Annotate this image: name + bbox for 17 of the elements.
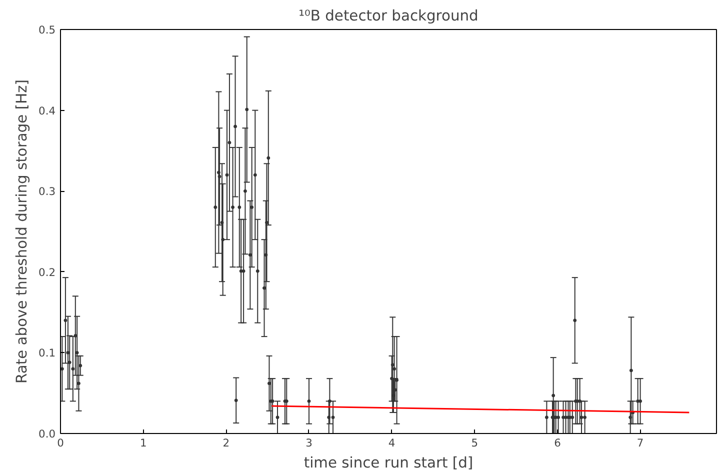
y-axis-title: Rate above threshold during storage [Hz] [14, 80, 31, 384]
chart-title: ¹⁰B detector background [298, 8, 478, 24]
x-tick-label: 4 [388, 436, 396, 450]
y-tick-label: 0.3 [38, 185, 56, 198]
x-tick-label: 1 [140, 436, 147, 450]
x-tick-label: 7 [636, 436, 644, 450]
x-tick-label: 2 [222, 436, 230, 450]
y-tick-label: 0.0 [38, 428, 56, 440]
x-axis-title: time since run start [d] [304, 454, 474, 472]
x-tick-label: 3 [306, 436, 312, 450]
x-tick-label: 5 [471, 436, 478, 450]
x-tick-label: 6 [554, 436, 562, 450]
y-tick-label: 0.1 [38, 346, 56, 360]
y-tick-label: 0.5 [38, 24, 56, 36]
y-tick-label: 0.4 [38, 104, 56, 118]
y-tick-label: 0.2 [38, 266, 56, 279]
x-tick-label: 0 [57, 436, 64, 450]
